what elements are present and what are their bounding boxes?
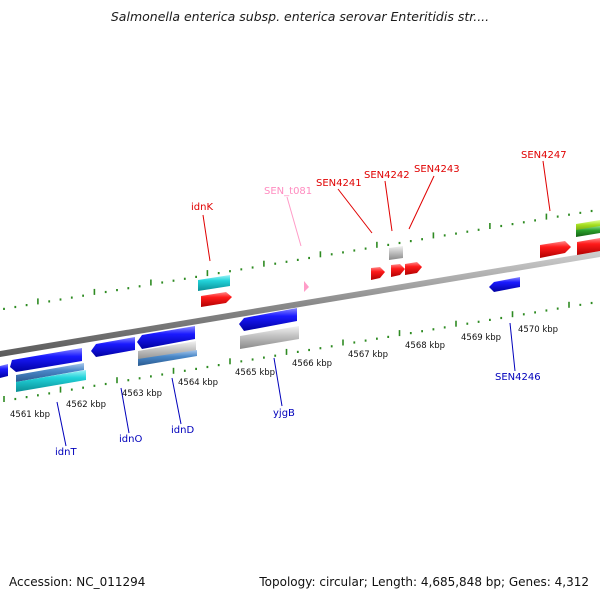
gene-label-SEN_t081[interactable]: SEN_t081	[264, 186, 312, 197]
kbp-scale: 4561 kbp 4562 kbp 4563 kbp 4564 kbp 4565…	[10, 325, 558, 420]
gene-label-SEN4243[interactable]: SEN4243	[414, 164, 460, 175]
gene-SEN4243[interactable]	[405, 262, 422, 275]
gene-idnK[interactable]	[201, 292, 232, 307]
gene-label-idnD[interactable]: idnD	[171, 425, 194, 436]
gene-yjgB-gray[interactable]	[240, 326, 299, 349]
scale-label: 4566 kbp	[292, 359, 332, 369]
SEN_t081-callout-line	[286, 196, 302, 247]
gene-edge-blue[interactable]	[0, 364, 8, 378]
gene-idnT-steel[interactable]	[16, 363, 84, 382]
gene-label-SEN4242[interactable]: SEN4242	[364, 170, 410, 181]
gene-SEN4247[interactable]	[540, 241, 571, 258]
scale-label: 4561 kbp	[10, 410, 50, 420]
gene-idnT-cyan[interactable]	[16, 370, 86, 392]
gene-edge-red[interactable]	[577, 238, 600, 255]
gene-label-idnO[interactable]: idnO	[119, 434, 142, 445]
scale-label: 4567 kbp	[348, 350, 388, 360]
gene-label-yjgB[interactable]: yjgB	[273, 408, 295, 419]
scale-label: 4568 kbp	[405, 341, 445, 351]
gene-idnD[interactable]	[137, 326, 195, 349]
gene-idnK-cyan[interactable]	[198, 275, 230, 291]
scale-label: 4562 kbp	[66, 400, 106, 410]
genome-backbone	[0, 251, 600, 357]
gene-SEN4242-gray[interactable]	[389, 246, 403, 260]
gene-idnD-gray[interactable]	[138, 341, 196, 361]
gene-SEN4246[interactable]	[489, 277, 520, 292]
gene-SEN4242[interactable]	[391, 264, 405, 277]
reverse-tick-row	[3, 301, 593, 402]
organism-title: Salmonella enterica subsp. enterica sero…	[110, 9, 490, 24]
forward-callout-lines	[202, 160, 551, 262]
gene-idnO[interactable]	[91, 337, 135, 357]
gene-label-SEN4246[interactable]: SEN4246	[495, 372, 541, 383]
gene-yjgB[interactable]	[239, 308, 297, 331]
genome-summary-text: Topology: circular; Length: 4,685,848 bp…	[259, 575, 589, 589]
scale-label: 4565 kbp	[235, 368, 275, 378]
gene-label-idnK[interactable]: idnK	[191, 202, 213, 213]
gene-idnT[interactable]	[10, 348, 82, 372]
scale-label: 4563 kbp	[122, 389, 162, 399]
gene-label-idnT[interactable]: idnT	[55, 447, 77, 458]
scale-label: 4570 kbp	[518, 325, 558, 335]
gene-label-SEN4247[interactable]: SEN4247	[521, 150, 567, 161]
reverse-callout-lines	[56, 322, 516, 447]
gene-SEN_t081[interactable]	[304, 281, 309, 292]
gene-SEN4241[interactable]	[371, 267, 385, 280]
gene-label-SEN4241[interactable]: SEN4241	[316, 178, 362, 189]
gene-idnD-steel[interactable]	[138, 350, 197, 366]
scale-label: 4564 kbp	[178, 378, 218, 388]
gene-green[interactable]	[576, 226, 600, 237]
forward-tick-row	[3, 209, 593, 310]
accession-text: Accession: NC_011294	[9, 575, 146, 589]
scale-label: 4569 kbp	[461, 333, 501, 343]
